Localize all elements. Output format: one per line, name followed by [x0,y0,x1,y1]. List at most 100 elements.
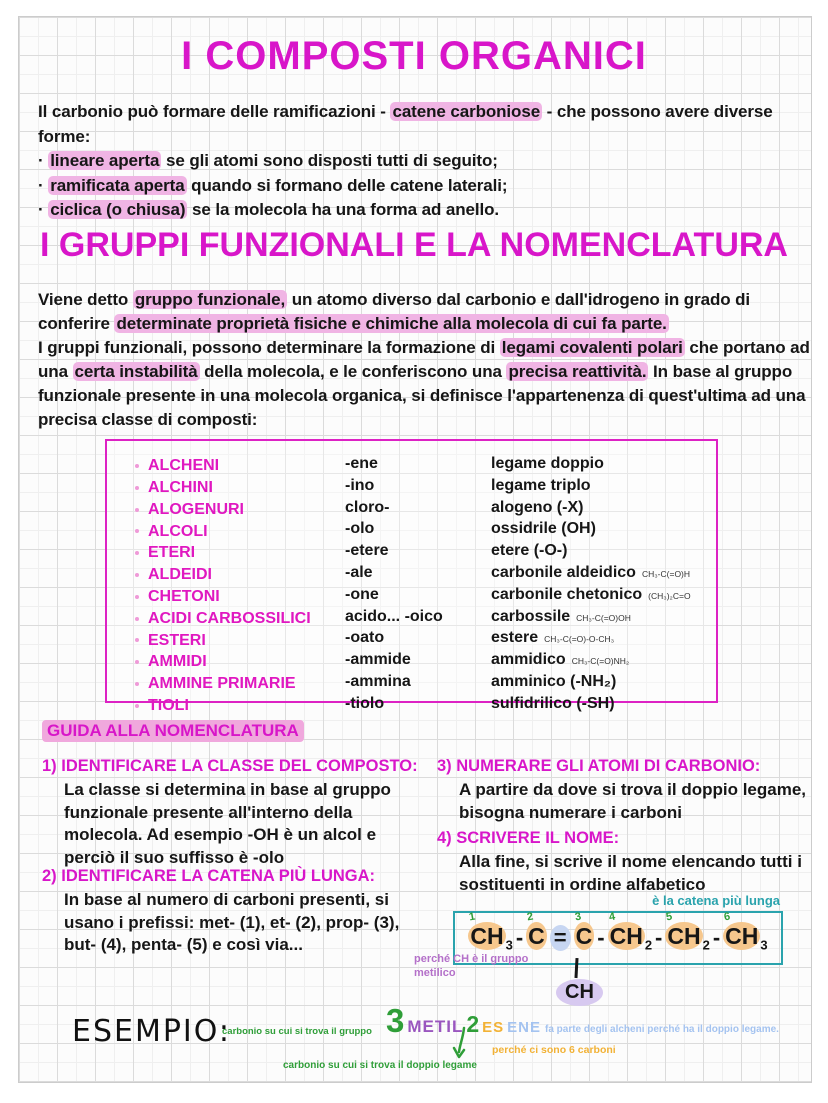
class-name-cell: ACIDI CARBOSSILICI [135,609,345,629]
funz-text: che portano ad una [38,338,810,381]
alkene-note: fa parte degli alcheni perché ha il dopp… [545,1024,779,1035]
funz-highlight: determinate proprietà fisiche e chimiche… [114,314,669,333]
class-name: TIOLI [148,696,189,714]
guide-item-2: 2) IDENTIFICARE LA CATENA PIÙ LUNGA: In … [42,866,426,957]
guide-item-4: 4) SCRIVERE IL NOME: Alla fine, si scriv… [437,828,817,896]
funz-text: della molecola, e le conferiscono una [199,362,507,381]
carbon-atom: CH [723,922,761,951]
guide-item-body: In base al numero di carboni presenti, s… [64,890,400,954]
suffix-cell: -oato [345,629,385,647]
double-bond-carbon-note: carbonio su cui si trova il doppio legam… [283,1060,477,1071]
carbon-number: 6 [723,910,732,924]
bullet-icon [135,638,139,643]
suffix-cell: acido... -oico [345,607,443,625]
funz-text: un atomo diverso dal carbonio e dall'idr… [38,290,751,333]
group-carbon-note: carbonio su cui si trova il gruppo [222,1026,372,1037]
bullet-icon [135,703,139,708]
name-part-ene: ENE [507,1019,542,1036]
suffix-cell: -ammide [345,651,411,669]
class-name: ALCHINI [148,479,213,496]
bullet-icon [135,529,139,534]
class-name-cell: ETERI [135,543,345,563]
description: legame doppio [491,455,604,472]
class-name-cell: ALCHINI [135,478,345,498]
funz-text: Viene detto [38,290,133,309]
suffix-cell: -ammina [345,672,411,690]
formula-sketch: CH₃-C(=O)NH₂ [571,656,630,667]
description: carbonile chetonico [491,585,643,603]
bullet-char: · [38,151,44,170]
table-row: AMMIDI -ammide ammidico CH₃-C(=O)NH₂ [107,650,716,672]
description-cell: amminico (-NH₂) [491,672,716,694]
single-bond: - [597,925,605,950]
bullet-icon [135,594,139,599]
carbon-atom: CH [607,922,645,951]
carbon-unit-5: 5 CH 2 [665,911,710,953]
guide-item-number: 3) [437,757,452,775]
bullet-icon [135,551,139,556]
funz-text: In base al gruppo funzionale presente in… [38,362,806,429]
bullet-text: se gli atomi sono disposti tutti di segu… [161,151,498,170]
suffix-cell: cloro- [345,498,390,516]
suffix-cell: -one [345,585,379,603]
suffix-cell: -olo [345,520,375,538]
carbon-number: 5 [665,910,674,924]
funz-highlight: precisa reattività. [506,362,649,381]
section-title-gruppi-funzionali: I GRUPPI FUNZIONALI E LA NOMENCLATURA [40,226,788,264]
table-row: ETERI -etere etere (-O-) [107,541,716,563]
name-part-locant-2: 2 [466,1011,480,1037]
class-name: AMMIDI [148,653,207,671]
subscript: 2 [702,937,710,953]
class-name: ACIDI CARBOSSILICI [148,609,311,627]
guide-item-heading: 1) IDENTIFICARE LA CLASSE DEL COMPOSTO: [42,756,418,777]
bullet-text: se la molecola ha una forma ad anello. [187,200,500,219]
suffix-cell: -ene [345,455,378,472]
bullet-text: quando si formano delle catene laterali; [186,175,508,195]
class-name: ETERI [148,544,196,562]
bullet-char: · [38,200,44,219]
description-cell: carbossile CH₃-C(=O)OH [491,607,716,629]
description-cell: legame doppio [491,454,716,476]
carbon-atom: C [526,922,547,951]
funz-highlight: gruppo funzionale, [132,290,288,309]
table-row: TIOLI -tiolo sulfidrilico (-SH) [107,694,716,716]
bullet-icon [135,681,139,686]
name-part-locant-3: 3 [386,1002,405,1039]
carbon-atom: CH [468,922,506,951]
guide-item-title: IDENTIFICARE LA CLASSE DEL COMPOSTO: [61,757,418,775]
subscript: 3 [760,937,768,953]
class-name: ALOGENURI [148,500,244,518]
description: ossidrile (OH) [491,520,596,538]
bullet-icon [135,464,139,468]
funz-text: I gruppi funzionali, possono determinare… [38,338,500,357]
class-name: ESTERI [148,631,206,649]
class-name: ALCOLI [148,522,208,540]
formula-sketch: CH₃-C(=O)-O-CH₃ [544,634,615,645]
description-cell: legame triplo [491,476,716,498]
carbon-atom: CH [665,922,703,951]
page-title: I COMPOSTI ORGANICI [181,34,647,78]
functional-groups-table: ALCHENI -ene legame doppio ALCHINI -ino … [105,439,718,714]
class-name: ALCHENI [148,457,220,475]
description: sulfidrilico (-SH) [491,694,615,712]
intro-highlight-ramificata: ramificata aperta [48,175,187,195]
description: etere (-O-) [491,542,568,560]
table-row: CHETONI -one carbonile chetonico (CH₃)₂C=… [107,585,716,607]
guide-item-heading: 2) IDENTIFICARE LA CATENA PIÙ LUNGA: [42,866,426,887]
guide-item-body: La classe si determina in base al gruppo… [64,780,391,867]
guide-item-1: 1) IDENTIFICARE LA CLASSE DEL COMPOSTO: … [42,756,418,869]
longest-chain-caption: è la catena più lunga [652,893,780,908]
formula-sketch: CH₃-C(=O)OH [576,612,631,623]
single-bond: - [515,925,524,950]
functional-groups-paragraph: Viene detto gruppo funzionale, un atomo … [38,288,818,432]
subscript: 2 [644,937,653,953]
bullet-icon [135,660,139,665]
single-bond: - [655,925,663,950]
description: carbonile aldeidico [491,563,636,581]
carbon-number: 2 [526,910,535,924]
description-cell: ammidico CH₃-C(=O)NH₂ [491,650,716,672]
bullet-icon [135,485,139,490]
description-cell: ossidrile (OH) [491,519,716,541]
